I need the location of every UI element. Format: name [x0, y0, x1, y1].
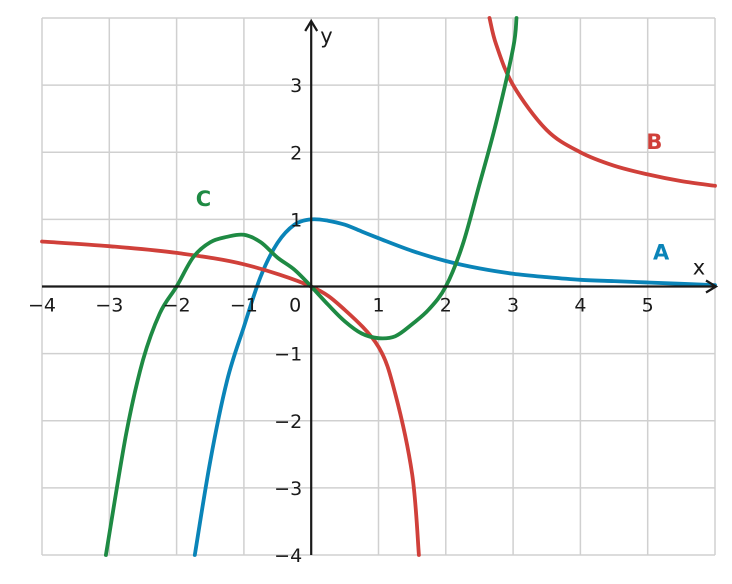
x-tick-label: −2 — [163, 295, 191, 317]
x-tick-label: 0 — [289, 295, 301, 317]
x-tick-label: 2 — [440, 295, 452, 317]
x-tick-label: −4 — [28, 295, 56, 317]
x-tick-label: 5 — [642, 295, 654, 317]
x-tick-label: 3 — [507, 295, 519, 317]
curve-c — [104, 16, 519, 557]
ticks: −4 −3 −2 −1 0 1 2 3 4 5 −4 −3 −2 −1 1 2 3 — [28, 75, 654, 567]
y-tick-label: −1 — [274, 344, 302, 366]
y-tick-label: 1 — [290, 209, 302, 231]
y-tick-label: −4 — [274, 545, 302, 567]
y-axis-label: y — [320, 24, 332, 48]
curve-label-c: C — [196, 187, 211, 211]
y-axis-arrow — [304, 18, 319, 32]
x-axis-label: x — [693, 256, 705, 280]
x-tick-label: −3 — [95, 295, 123, 317]
curve-b — [40, 239, 421, 557]
y-tick-label: −3 — [274, 478, 302, 500]
x-tick-label: 4 — [574, 295, 586, 317]
x-tick-label: −1 — [230, 295, 258, 317]
curve-b — [487, 16, 717, 188]
curve-labels: A B C — [196, 130, 670, 265]
y-tick-label: 3 — [290, 75, 302, 97]
axes — [42, 18, 719, 555]
curve-label-a: A — [653, 241, 670, 265]
y-tick-label: −2 — [274, 411, 302, 433]
grid — [41, 17, 716, 556]
x-tick-label: 1 — [372, 295, 384, 317]
curves — [40, 16, 717, 557]
y-tick-label: 2 — [290, 142, 302, 164]
curve-label-b: B — [646, 130, 662, 154]
curve-a — [192, 217, 717, 557]
x-axis-arrow — [705, 279, 719, 294]
